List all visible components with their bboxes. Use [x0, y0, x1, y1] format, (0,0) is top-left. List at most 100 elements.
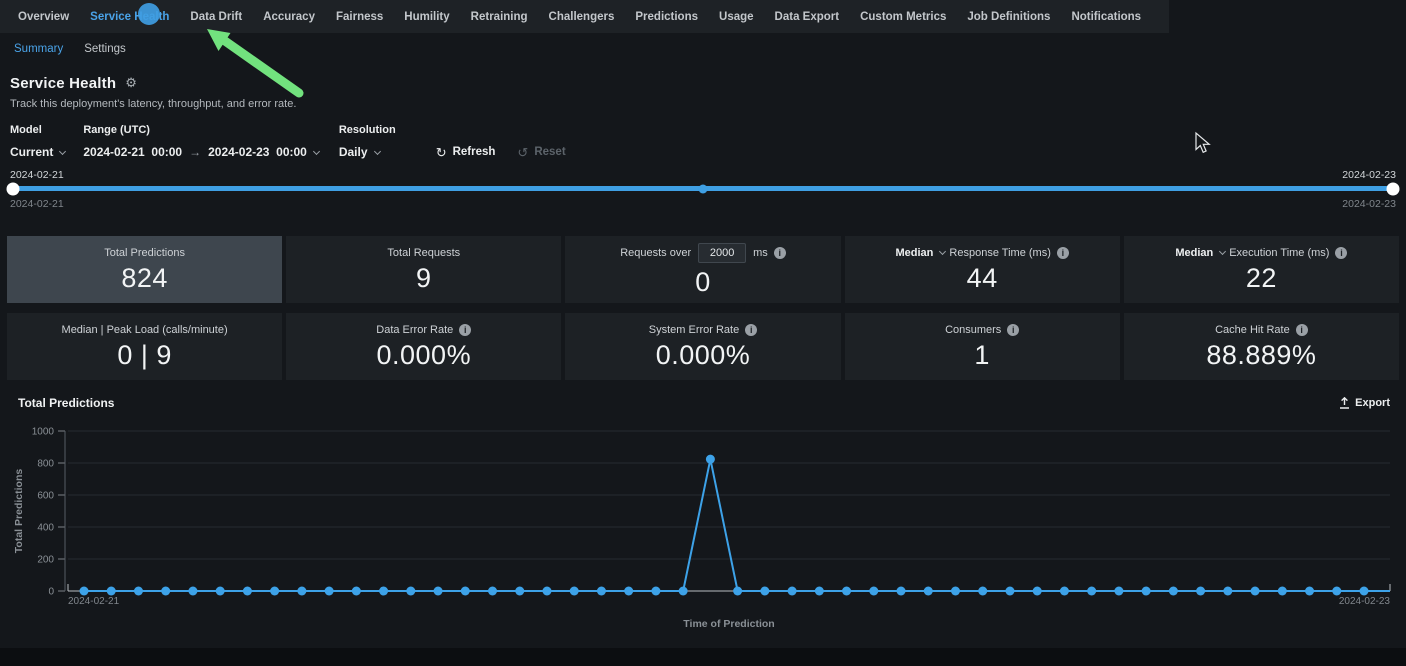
tab-overview[interactable]: Overview	[18, 10, 70, 23]
x-axis-title: Time of Prediction	[683, 618, 774, 630]
threshold-input[interactable]	[698, 242, 747, 263]
tab-notifications[interactable]: Notifications	[1071, 10, 1142, 23]
range-label: Range (UTC)	[83, 124, 150, 136]
data-point	[678, 586, 688, 596]
metric-tile-cache-hit-rate[interactable]: Cache Hit Rate i 88.889%	[1123, 313, 1399, 380]
data-point	[733, 586, 743, 596]
info-icon[interactable]: i	[1295, 323, 1308, 336]
subtab-summary[interactable]: Summary	[14, 43, 64, 55]
page-subtitle: Track this deployment's latency, through…	[10, 98, 297, 110]
svg-text:200: 200	[37, 555, 54, 566]
data-point	[1250, 586, 1260, 596]
metric-value: 9	[416, 262, 432, 293]
data-point	[1359, 586, 1369, 596]
metric-tile-total-predictions[interactable]: Total Predictions 824	[7, 236, 283, 303]
tab-retraining[interactable]: Retraining	[470, 10, 528, 23]
slider-track[interactable]	[6, 182, 1400, 195]
deployment-tab-bar: Overview Service Health Data Drift Accur…	[0, 0, 1170, 33]
tab-service-health[interactable]: Service Health	[90, 10, 170, 23]
data-point	[1332, 586, 1342, 596]
tab-custom-metrics[interactable]: Custom Metrics	[860, 10, 947, 23]
data-point	[488, 586, 498, 596]
info-icon[interactable]: i	[459, 323, 472, 336]
data-point	[1305, 586, 1315, 596]
reset-button[interactable]: ↺ Reset	[517, 144, 566, 160]
metric-value: 0.000%	[655, 339, 751, 370]
data-point	[1196, 586, 1206, 596]
data-point	[379, 586, 389, 596]
slider-handle-start[interactable]	[6, 182, 20, 195]
tab-usage[interactable]: Usage	[719, 10, 754, 23]
data-point	[624, 586, 634, 596]
chevron-down-icon	[59, 147, 67, 155]
metric-tile-data-error-rate[interactable]: Data Error Rate i 0.000%	[286, 313, 562, 380]
refresh-button[interactable]: ↻ Refresh	[435, 144, 496, 160]
tab-accuracy[interactable]: Accuracy	[263, 10, 315, 23]
data-point	[215, 586, 225, 596]
subtab-settings[interactable]: Settings	[84, 43, 126, 55]
info-icon[interactable]: i	[1007, 323, 1020, 336]
model-value: Current	[10, 145, 54, 159]
export-button[interactable]: Export	[1339, 397, 1390, 409]
export-icon	[1340, 397, 1350, 409]
slider-start-sublabel: 2024-02-21	[10, 198, 64, 210]
metric-tile-response-time[interactable]: Median Response Time (ms) i 44	[844, 236, 1120, 303]
metric-tile-requests-over-threshold[interactable]: Requests over ms i 0	[565, 236, 841, 303]
data-point	[133, 586, 143, 596]
data-point	[896, 586, 906, 596]
tab-predictions[interactable]: Predictions	[635, 10, 699, 23]
aggregation-select[interactable]: Median	[896, 247, 947, 259]
total-predictions-chart-section: Total Predictions Export Total Predictio…	[0, 394, 1406, 645]
slider-mid-tick	[698, 184, 708, 193]
metric-value: 824	[121, 262, 168, 293]
slider-start-label: 2024-02-21	[10, 169, 64, 181]
data-point	[760, 586, 770, 596]
metric-value: 22	[1245, 262, 1277, 293]
svg-text:1000: 1000	[32, 427, 55, 438]
tab-humility[interactable]: Humility	[404, 10, 450, 23]
metric-tile-consumers[interactable]: Consumers i 1	[844, 313, 1120, 380]
metric-tile-execution-time[interactable]: Median Execution Time (ms) i 22	[1123, 236, 1399, 303]
data-point	[542, 586, 552, 596]
svg-text:400: 400	[37, 523, 54, 534]
tab-data-drift[interactable]: Data Drift	[190, 10, 243, 23]
metric-tile-total-requests[interactable]: Total Requests 9	[286, 236, 562, 303]
settings-gear-icon[interactable]: ⚙	[125, 75, 137, 90]
x-axis-start-label: 2024-02-21	[68, 596, 120, 607]
data-point	[814, 586, 824, 596]
metric-tile-peak-load[interactable]: Median | Peak Load (calls/minute) 0 | 9	[7, 313, 283, 380]
metric-value: 0	[695, 266, 711, 297]
tab-data-export[interactable]: Data Export	[774, 10, 840, 23]
metric-value: 1	[974, 339, 990, 370]
model-select[interactable]: Current	[10, 145, 67, 159]
data-point	[569, 586, 579, 596]
controls-row: Model Current Range (UTC) 2024-02-21 00:…	[0, 110, 1406, 159]
tab-job-definitions[interactable]: Job Definitions	[967, 10, 1051, 23]
info-icon[interactable]: i	[1335, 246, 1348, 259]
data-point	[406, 586, 416, 596]
aggregation-select[interactable]: Median	[1175, 247, 1227, 259]
resolution-select[interactable]: Daily	[339, 145, 396, 159]
data-point	[1141, 586, 1151, 596]
info-icon[interactable]: i	[773, 246, 786, 259]
data-point	[1223, 586, 1233, 596]
tab-challengers[interactable]: Challengers	[548, 10, 615, 23]
page-title: Service Health	[10, 75, 117, 92]
range-start: 2024-02-21 00:00	[83, 145, 183, 159]
slider-end-label: 2024-02-23	[1342, 169, 1396, 181]
chevron-down-icon	[373, 147, 381, 155]
data-point	[433, 586, 443, 596]
data-point	[351, 586, 361, 596]
data-point	[242, 586, 252, 596]
slider-handle-end[interactable]	[1386, 182, 1400, 195]
data-point	[297, 586, 307, 596]
tab-fairness[interactable]: Fairness	[335, 10, 384, 23]
info-icon[interactable]: i	[1056, 246, 1069, 259]
data-point	[1087, 586, 1097, 596]
metric-value: 0.000%	[376, 339, 472, 370]
range-select[interactable]: 2024-02-21 00:00 → 2024-02-23 00:00	[83, 145, 320, 159]
data-point	[787, 586, 797, 596]
info-icon[interactable]: i	[745, 323, 758, 336]
total-predictions-chart[interactable]: Total Predictions 2024-02-21 2024-02-23 …	[0, 420, 1406, 645]
metric-tile-system-error-rate[interactable]: System Error Rate i 0.000%	[565, 313, 841, 380]
